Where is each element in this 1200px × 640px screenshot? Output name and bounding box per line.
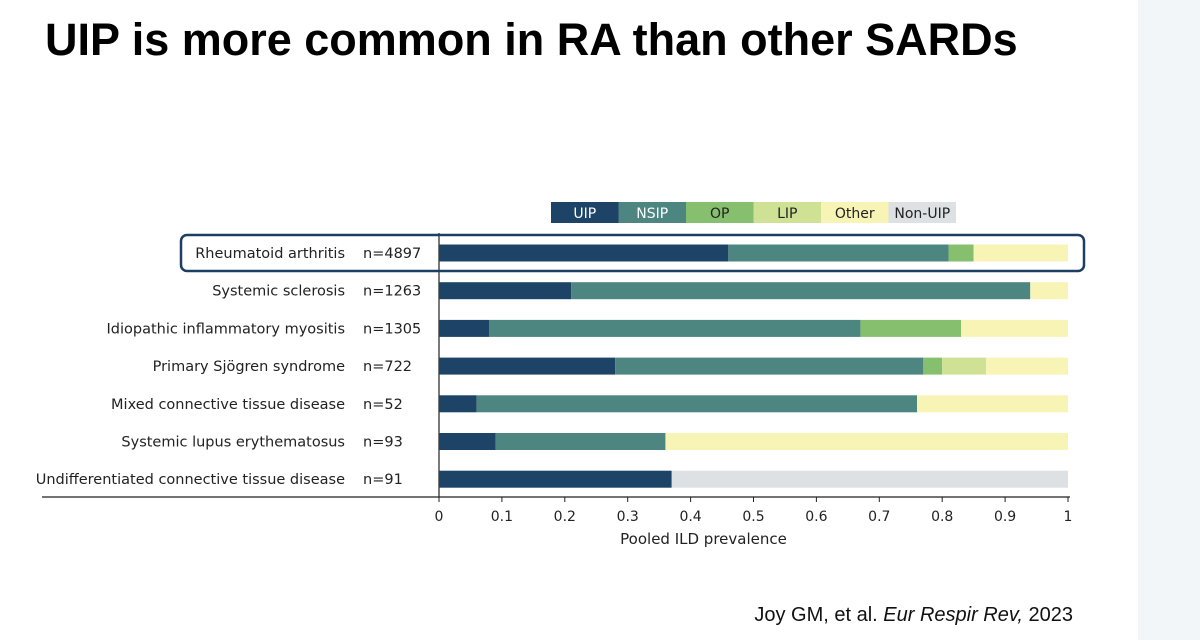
bar-lip	[942, 357, 987, 375]
bar-nsip	[615, 357, 924, 375]
bar-uip	[439, 395, 477, 413]
sample-size-label: n=52	[363, 397, 403, 413]
bar-other	[973, 244, 1068, 262]
ild-prevalence-chart: UIP NSIP OP LIP Other Non-UIP Rheumatoid arthr…	[36, 202, 1086, 548]
category-label: Idiopathic inflammatory myositis	[107, 321, 345, 337]
x-tick-label: 0.3	[617, 509, 639, 525]
sample-size-label: n=1263	[363, 284, 421, 300]
bar-other	[917, 395, 1068, 413]
x-tick-label: 0.2	[554, 509, 576, 525]
x-tick-label: 0	[435, 509, 444, 525]
x-tick-label: 0.5	[742, 509, 764, 525]
bar-other	[665, 433, 1068, 450]
bar-op	[860, 319, 962, 337]
legend-label-uip: UIP	[573, 206, 596, 222]
x-tick-label: 0.4	[679, 509, 701, 525]
category-label: Systemic lupus erythematosus	[121, 435, 345, 451]
bar-nsip	[495, 433, 666, 450]
bar-nsip	[571, 282, 1031, 300]
x-axis-title: Pooled ILD prevalence	[620, 530, 787, 548]
bar-nsip	[728, 244, 949, 262]
legend-swatch-lip	[753, 202, 821, 223]
bar-uip	[439, 282, 572, 300]
bar-nsip	[489, 319, 861, 337]
legend-label-other: Other	[835, 206, 875, 222]
legend-swatch-non-uip	[888, 202, 956, 223]
citation: Joy GM, et al. Eur Respir Rev, 2023	[754, 604, 1073, 627]
bar-other	[961, 319, 1068, 337]
bar-uip	[439, 433, 496, 450]
bar-nsip	[476, 395, 918, 413]
legend-label-op: OP	[710, 206, 729, 222]
sample-size-label: n=4897	[363, 246, 421, 262]
bar-uip	[439, 470, 672, 488]
category-label: Undifferentiated connective tissue disea…	[36, 472, 345, 488]
citation-authors: Joy GM, et al.	[754, 604, 878, 626]
bar-uip	[439, 357, 616, 375]
bar-other	[1030, 282, 1068, 300]
category-label: Rheumatoid arthritis	[195, 246, 345, 262]
bar-non-uip	[671, 470, 1068, 488]
sample-size-label: n=722	[363, 359, 412, 375]
legend-label-non-uip: Non-UIP	[894, 206, 950, 222]
bar-uip	[439, 244, 729, 262]
x-tick-label: 0.9	[994, 509, 1016, 525]
legend-label-nsip: NSIP	[636, 206, 668, 222]
slide-title: UIP is more common in RA than other SARD…	[45, 14, 1018, 65]
bar-op	[948, 244, 974, 262]
legend-label-lip: LIP	[777, 206, 797, 222]
citation-year: 2023	[1028, 604, 1074, 626]
legend-swatch-nsip	[618, 202, 686, 223]
x-tick-label: 1	[1064, 509, 1073, 525]
bar-op	[923, 357, 943, 375]
slide: UIP is more common in RA than other SARD…	[0, 0, 1138, 640]
category-label: Systemic sclerosis	[212, 284, 345, 300]
legend-swatch-uip	[551, 202, 619, 223]
sample-size-label: n=91	[363, 472, 403, 488]
sample-size-label: n=93	[363, 435, 403, 451]
bar-uip	[439, 319, 490, 337]
x-tick-label: 0.1	[491, 509, 513, 525]
sample-size-label: n=1305	[363, 321, 421, 337]
legend-swatch-op	[686, 202, 754, 223]
x-tick-label: 0.8	[931, 509, 953, 525]
citation-journal: Eur Respir Rev,	[883, 604, 1023, 626]
highlight-outline	[179, 233, 1086, 273]
x-tick-label: 0.7	[868, 509, 890, 525]
bar-other	[986, 357, 1068, 375]
category-label: Mixed connective tissue disease	[111, 397, 345, 413]
category-label: Primary Sjögren syndrome	[153, 359, 345, 375]
x-tick-label: 0.6	[805, 509, 827, 525]
legend-swatch-other	[821, 202, 889, 223]
